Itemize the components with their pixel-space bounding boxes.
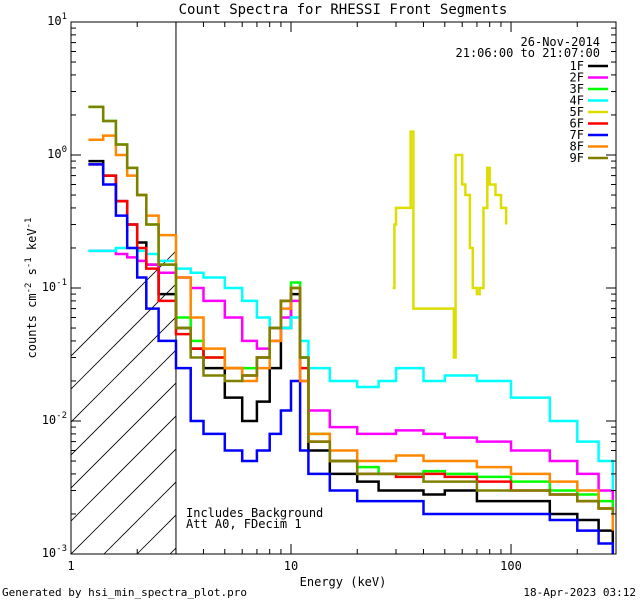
chart-title: Count Spectra for RHESSI Front Segments [179, 2, 508, 18]
legend-label-4f: 4F [570, 94, 584, 108]
time-range-label: 21:06:00 to 21:07:00 [456, 46, 601, 60]
y-tick-label: 10-1 [42, 278, 67, 294]
date-label: 26-Nov-2014 [521, 35, 600, 49]
hatch-line [368, 0, 640, 554]
footer-generated-by: Generated by hsi_min_spectra_plot.pro [2, 586, 247, 599]
legend-label-7f: 7F [570, 128, 584, 142]
legend-label-3f: 3F [570, 82, 584, 96]
hatch-line [71, 415, 176, 522]
hatch-line [71, 382, 176, 489]
series-layer [88, 105, 615, 554]
footer-timestamp: 18-Apr-2023 03:12 [523, 586, 636, 599]
legend-label-2f: 2F [570, 71, 584, 85]
legend-label-9f: 9F [570, 151, 584, 165]
hatch-line [71, 448, 176, 554]
hatch-line [71, 283, 176, 390]
hatch-line [71, 349, 176, 456]
legend-label-8f: 8F [570, 140, 584, 154]
hatch-line [434, 0, 640, 554]
x-axis-label: Energy (keV) [300, 575, 387, 589]
series-line-1f [88, 159, 615, 544]
hatch-line [302, 0, 640, 554]
axis-ticks [70, 22, 617, 555]
axis-tick-labels: 1 10 100 10-3 10-2 10-1 100 101 [42, 12, 522, 573]
hatch-line [71, 250, 176, 357]
legend-label-6f: 6F [570, 117, 584, 131]
series-line-5f [392, 130, 508, 359]
annotation-attenuator: Att A0, FDecim 1 [186, 517, 302, 531]
y-tick-label: 10-3 [42, 544, 67, 560]
annotation-background: Includes Background [186, 506, 323, 520]
y-axis-label: counts cm-2 s-1 keV-1 [24, 218, 39, 359]
y-tick-label: 100 [47, 145, 67, 161]
legend-label-1f: 1F [570, 59, 584, 73]
series-line-9f [88, 105, 615, 514]
legend-label-5f: 5F [570, 105, 584, 119]
series-line-7f [88, 163, 615, 554]
x-tick-label: 10 [284, 559, 298, 573]
y-tick-label: 101 [47, 12, 67, 28]
instrument-hatch-region [71, 0, 640, 554]
series-line-4f [88, 246, 615, 491]
x-tick-label: 100 [500, 559, 522, 573]
hatch-line [335, 0, 640, 554]
y-tick-label: 10-2 [42, 411, 67, 427]
x-tick-label: 1 [67, 559, 74, 573]
series-line-8f [88, 134, 615, 531]
hatch-line [533, 0, 640, 554]
series-line-3f [88, 105, 615, 514]
